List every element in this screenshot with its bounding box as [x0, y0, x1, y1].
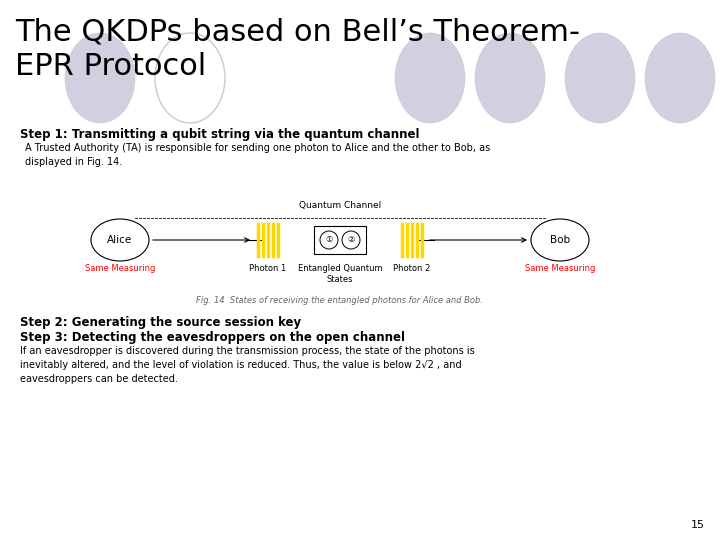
- Text: Quantum Channel: Quantum Channel: [299, 201, 381, 210]
- Text: Same Measuring: Same Measuring: [525, 264, 595, 273]
- Text: Alice: Alice: [107, 235, 132, 245]
- Ellipse shape: [565, 33, 635, 123]
- Text: Entangled Quantum
States: Entangled Quantum States: [297, 264, 382, 284]
- Text: Photon 1: Photon 1: [249, 264, 287, 273]
- Text: 15: 15: [691, 520, 705, 530]
- Text: ①: ①: [325, 235, 333, 245]
- Ellipse shape: [155, 33, 225, 123]
- Ellipse shape: [645, 33, 715, 123]
- Text: If an eavesdropper is discovered during the transmission process, the state of t: If an eavesdropper is discovered during …: [20, 346, 474, 384]
- Text: Photon 2: Photon 2: [393, 264, 431, 273]
- Text: Step 2: Generating the source session key: Step 2: Generating the source session ke…: [20, 316, 301, 329]
- Text: EPR Protocol: EPR Protocol: [15, 52, 206, 81]
- Text: ②: ②: [347, 235, 355, 245]
- Text: Bob: Bob: [550, 235, 570, 245]
- Text: Same Measuring: Same Measuring: [85, 264, 156, 273]
- Ellipse shape: [65, 33, 135, 123]
- Text: Fig. 14  States of receiving the entangled photons for Alice and Bob.: Fig. 14 States of receiving the entangle…: [197, 296, 484, 305]
- Text: A Trusted Authority (TA) is responsible for sending one photon to Alice and the : A Trusted Authority (TA) is responsible …: [25, 143, 490, 167]
- Ellipse shape: [475, 33, 545, 123]
- Ellipse shape: [395, 33, 465, 123]
- Bar: [314, 226, 366, 254]
- Text: Step 1: Transmitting a qubit string via the quantum channel: Step 1: Transmitting a qubit string via …: [20, 128, 420, 141]
- Text: Step 3: Detecting the eavesdroppers on the open channel: Step 3: Detecting the eavesdroppers on t…: [20, 331, 405, 344]
- Text: The QKDPs based on Bell’s Theorem-: The QKDPs based on Bell’s Theorem-: [15, 18, 580, 47]
